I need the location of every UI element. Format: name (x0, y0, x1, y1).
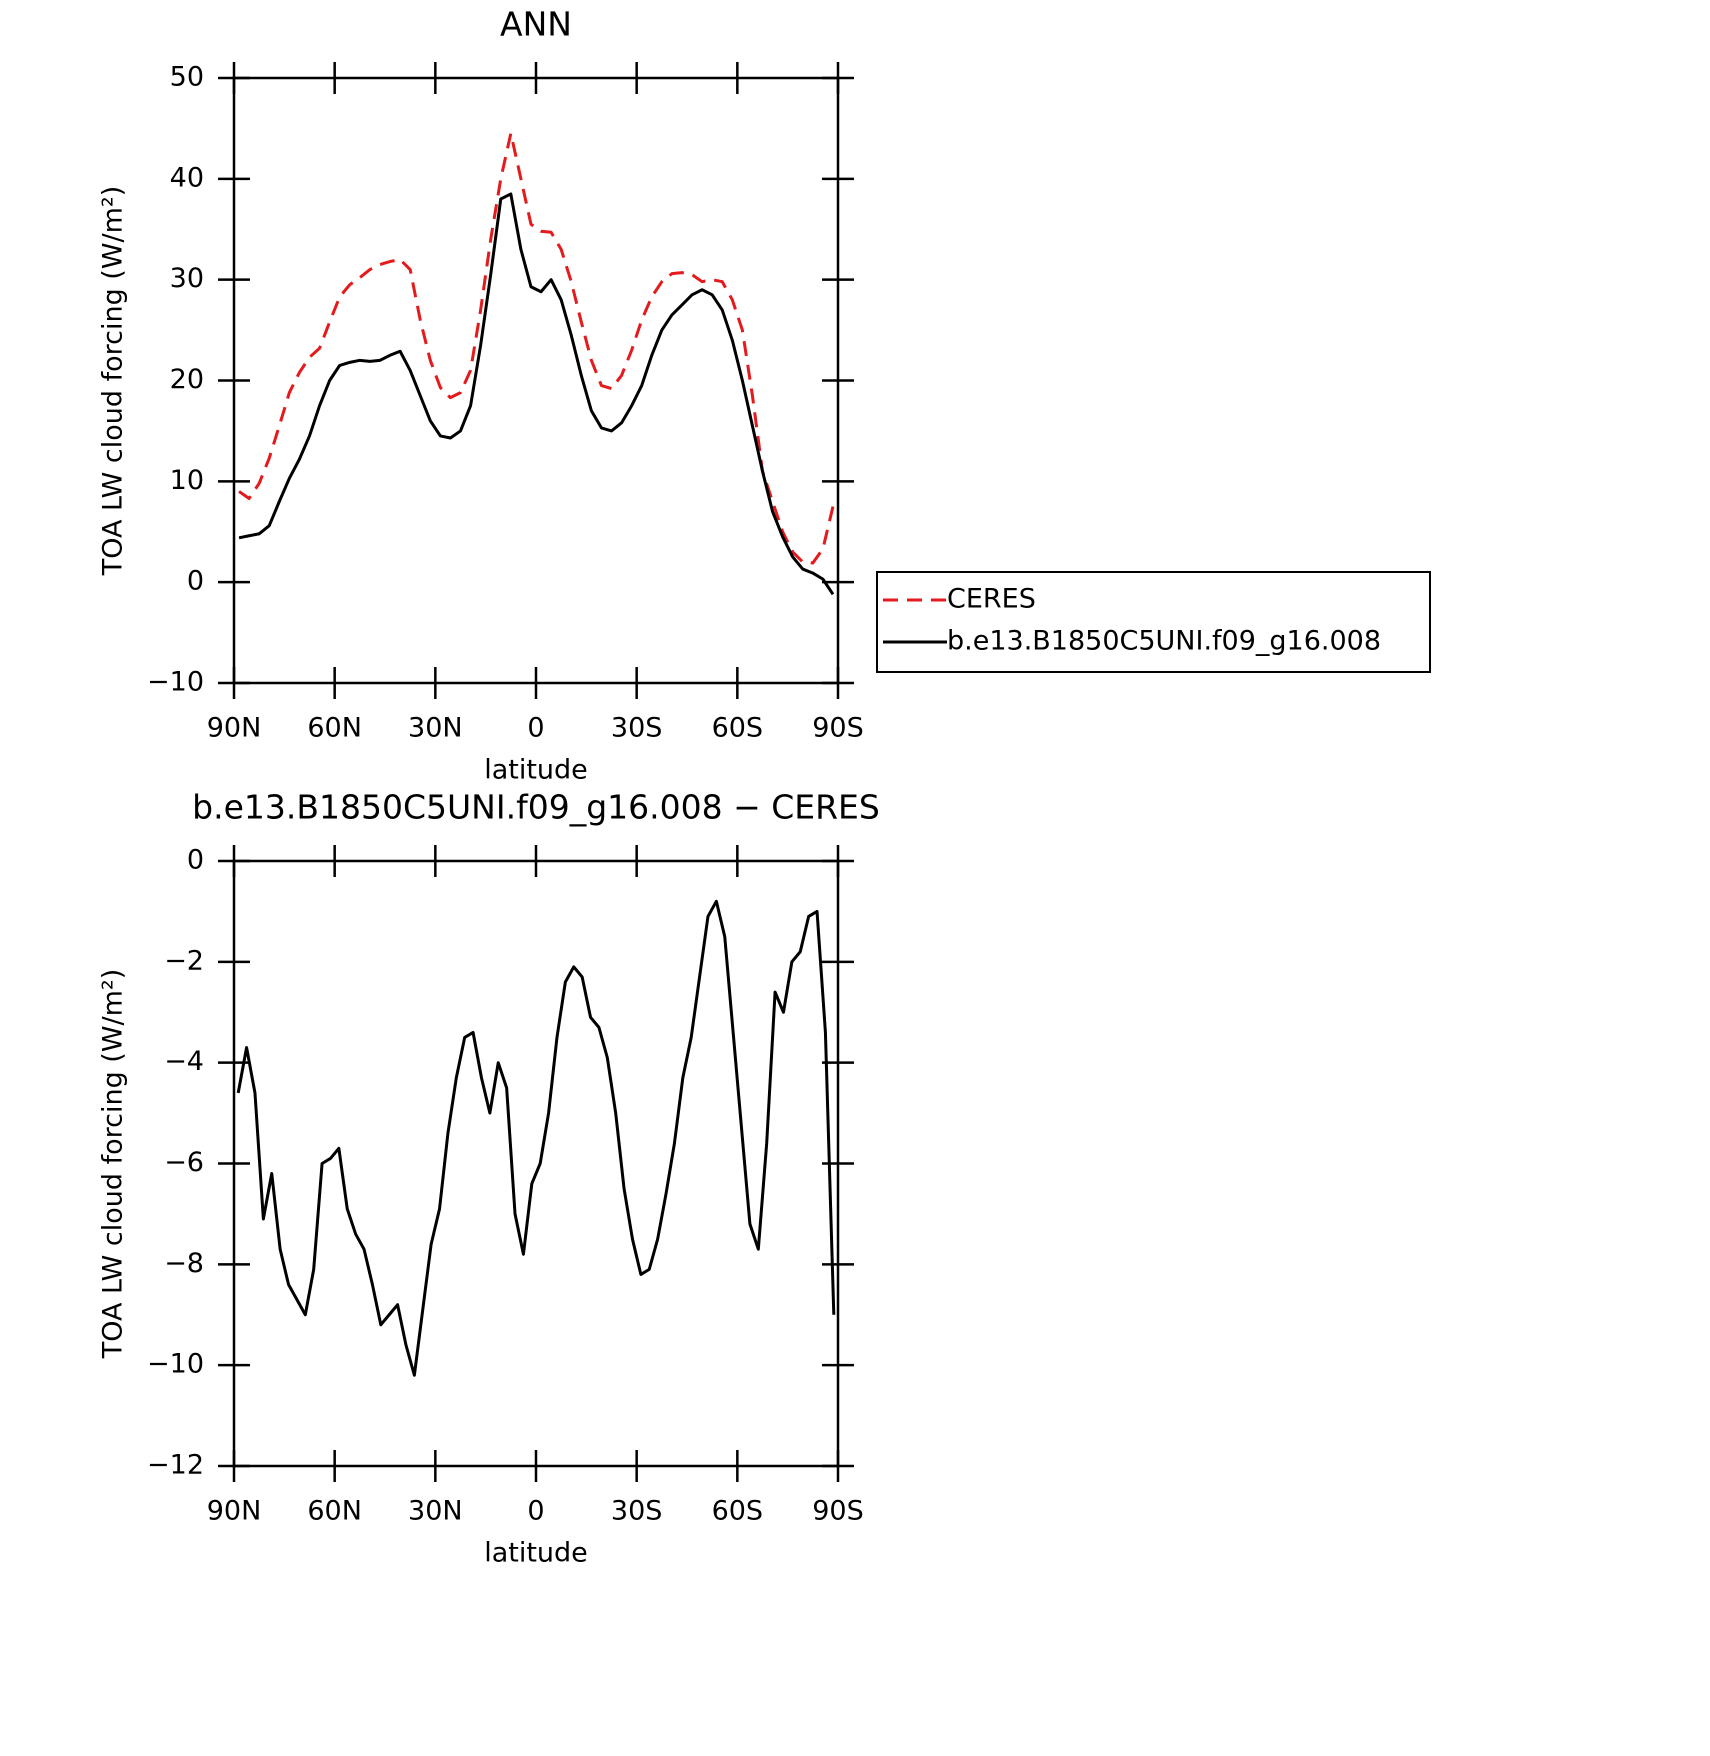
data-line (236, 899, 836, 1377)
y-tick-label: −8 (164, 1248, 204, 1279)
x-tick-label: 30S (611, 713, 663, 744)
legend-box (876, 571, 1431, 673)
x-tick-label: 90S (812, 1496, 864, 1527)
y-tick-label: −6 (164, 1147, 204, 1178)
data-line (238, 131, 835, 565)
x-tick-label: 30S (611, 1496, 663, 1527)
y-tick-label: 0 (187, 845, 204, 876)
y-tick-label: −10 (147, 667, 204, 698)
legend: CERES b.e13.B1850C5UNI.f09_g16.008 (876, 571, 1431, 673)
y-tick-label: −10 (147, 1349, 204, 1380)
legend-label: CERES (947, 584, 1036, 615)
x-axis-label: latitude (484, 1538, 588, 1569)
y-tick-label: 10 (170, 465, 204, 496)
chart-title: b.e13.B1850C5UNI.f09_g16.008 − CERES (192, 788, 880, 827)
x-tick-label: 90N (207, 713, 262, 744)
x-tick-label: 60N (307, 1496, 362, 1527)
y-tick-label: 40 (170, 162, 204, 193)
x-tick-label: 30N (408, 713, 463, 744)
data-line (238, 192, 835, 596)
y-tick-label: 20 (170, 364, 204, 395)
chart-title: ANN (500, 5, 572, 44)
x-tick-label: 30N (408, 1496, 463, 1527)
x-tick-label: 60S (712, 1496, 764, 1527)
legend-label: b.e13.B1850C5UNI.f09_g16.008 (947, 626, 1381, 657)
y-tick-label: 0 (187, 566, 204, 597)
y-axis-label: TOA LW cloud forcing (W/m²) (98, 186, 129, 577)
x-axis-label: latitude (484, 755, 588, 786)
x-tick-label: 0 (527, 1496, 544, 1527)
x-tick-label: 90N (207, 1496, 262, 1527)
y-tick-label: −4 (164, 1046, 204, 1077)
y-tick-label: 50 (170, 62, 204, 93)
y-tick-label: −12 (147, 1450, 204, 1481)
x-tick-label: 60S (712, 713, 764, 744)
x-tick-label: 60N (307, 713, 362, 744)
plot-frame (232, 76, 840, 685)
x-tick-label: 0 (527, 713, 544, 744)
x-tick-label: 90S (812, 713, 864, 744)
y-axis-label: TOA LW cloud forcing (W/m²) (98, 969, 129, 1360)
y-tick-label: −2 (164, 945, 204, 976)
y-tick-label: 30 (170, 263, 204, 294)
